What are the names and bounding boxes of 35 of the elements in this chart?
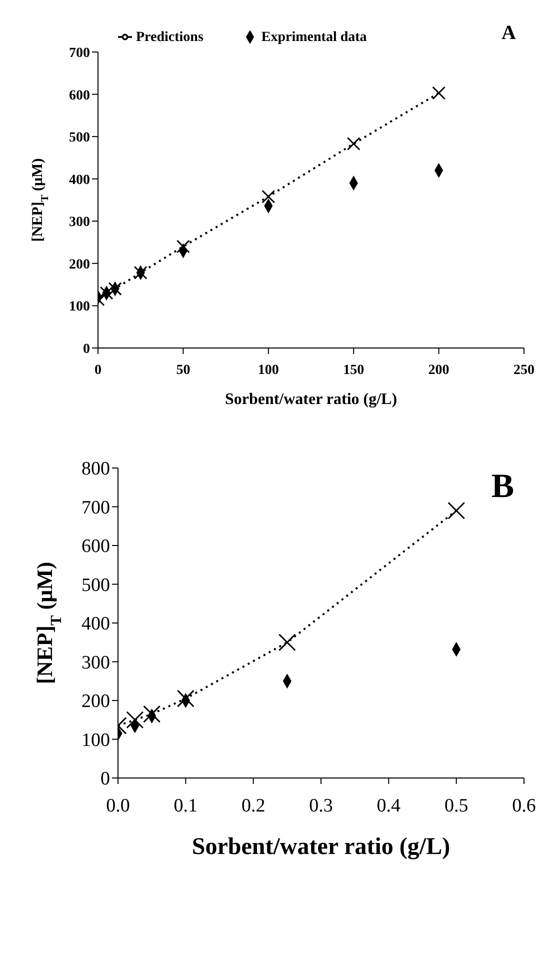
annotation: B bbox=[491, 468, 514, 506]
x-tick-label: 250 bbox=[514, 362, 534, 378]
y-tick-label: 100 bbox=[82, 730, 110, 751]
y-tick-label: 700 bbox=[69, 46, 90, 61]
y-tick-label: 200 bbox=[82, 691, 110, 712]
y-tick-label: 400 bbox=[82, 614, 110, 635]
x-axis-title: Sorbent/water ratio (g/L) bbox=[192, 834, 450, 860]
x-tick-label: 0.3 bbox=[309, 795, 333, 816]
x-tick-label: 0.1 bbox=[174, 795, 198, 816]
x-tick-label: 0.6 bbox=[512, 795, 536, 816]
y-tick-label: 800 bbox=[82, 458, 110, 480]
y-tick-label: 500 bbox=[69, 130, 90, 146]
y-tick-label: 0 bbox=[83, 342, 90, 357]
x-tick-label: 0.0 bbox=[106, 795, 130, 816]
x-tick-label: 150 bbox=[343, 362, 364, 378]
x-tick-label: 0.5 bbox=[444, 795, 468, 816]
y-tick-label: 600 bbox=[82, 536, 110, 558]
y-tick-label: 200 bbox=[69, 257, 90, 272]
x-tick-label: 50 bbox=[176, 362, 190, 378]
y-tick-label: 300 bbox=[82, 652, 110, 674]
legend-label: Exprimental data bbox=[261, 30, 367, 45]
y-tick-label: 500 bbox=[82, 574, 110, 596]
x-tick-label: 0.4 bbox=[376, 795, 402, 816]
y-tick-label: 600 bbox=[69, 88, 90, 104]
text: A bbox=[502, 22, 516, 45]
y-tick-label: 100 bbox=[69, 300, 90, 315]
y-tick-label: 400 bbox=[69, 172, 90, 188]
x-tick-label: 100 bbox=[258, 362, 279, 378]
y-tick-label: 700 bbox=[82, 497, 110, 518]
x-tick-label: 200 bbox=[428, 362, 450, 378]
y-tick-label: 0 bbox=[100, 768, 110, 790]
x-tick-label: 0.2 bbox=[241, 795, 266, 816]
x-axis-title: Sorbent/water ratio (g/L) bbox=[224, 391, 398, 408]
legend-label: Predictions bbox=[136, 30, 204, 45]
y-tick-label: 300 bbox=[69, 215, 90, 230]
